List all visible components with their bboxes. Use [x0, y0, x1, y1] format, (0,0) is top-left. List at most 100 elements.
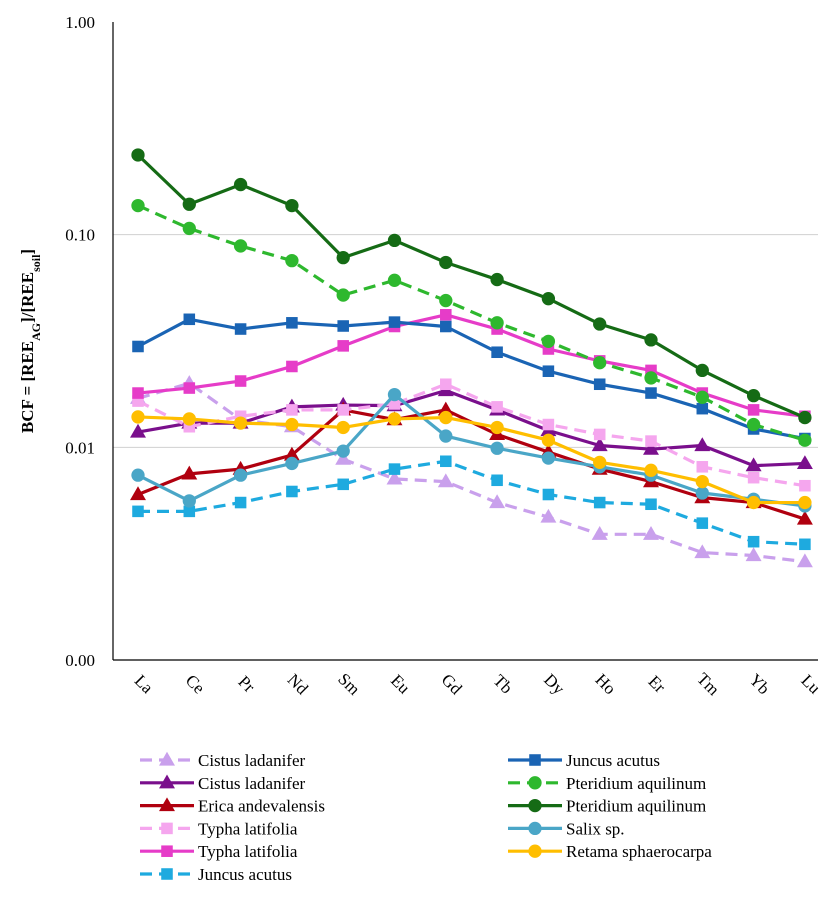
data-point-square [696, 461, 709, 473]
data-point-square [183, 420, 196, 433]
data-point-circle [593, 317, 607, 331]
data-point-square [542, 488, 555, 501]
y-tick-labels: 1.00 0.10 0.01 0.00 [65, 13, 95, 670]
data-point-square [747, 404, 760, 416]
data-point-square [491, 401, 503, 413]
data-point-triangle [796, 510, 813, 525]
data-point-circle [285, 417, 299, 432]
legend-label: Erica andevalensis [198, 797, 325, 816]
series-line [137, 382, 806, 488]
legend-item: Juncus acutus [508, 751, 660, 770]
data-point-circle [336, 444, 350, 458]
data-point-square [440, 320, 452, 333]
data-point-square [337, 320, 349, 332]
data-point-circle [387, 387, 402, 402]
data-point-circle [746, 495, 761, 510]
x-tick-label: Sm [334, 669, 363, 698]
data-point-triangle [437, 401, 454, 416]
y-axis-label-sub-soil: soil [29, 254, 43, 272]
data-point-circle [798, 433, 812, 447]
data-point-circle [746, 417, 761, 432]
data-point-square [286, 317, 298, 329]
data-point-square [593, 428, 606, 441]
data-point-triangle [181, 465, 198, 480]
data-point-circle [798, 410, 812, 425]
data-point-circle [285, 198, 299, 213]
legend-swatch-marker-circle [528, 844, 542, 858]
data-point-circle [285, 456, 299, 471]
data-point-square [491, 346, 503, 359]
data-point-circle [285, 253, 299, 268]
data-point-circle [695, 390, 709, 404]
series-3 [132, 378, 811, 492]
data-point-square [542, 418, 555, 431]
legend-swatch-marker-circle [528, 776, 542, 790]
legend-label: Cistus ladanifer [198, 774, 306, 793]
data-point-circle [695, 474, 709, 489]
data-point-triangle [130, 423, 146, 438]
data-point-square [645, 364, 657, 377]
legend-item: Pteridium aquilinum [508, 774, 706, 793]
data-point-circle [644, 333, 658, 347]
data-point-circle [131, 468, 145, 482]
legend-label: Pteridium aquilinum [566, 774, 706, 793]
data-point-circle [336, 288, 350, 302]
data-point-circle [541, 451, 556, 465]
data-point-square [337, 404, 349, 416]
legend-label: Juncus acutus [198, 865, 292, 884]
data-point-square [440, 455, 452, 468]
legend-label: Typha latifolia [198, 842, 298, 861]
data-point-triangle [796, 553, 813, 568]
x-tick-label: Er [644, 672, 669, 697]
x-tick-label: Lu [797, 671, 820, 698]
series-8 [131, 148, 812, 425]
data-point-square [337, 340, 349, 352]
legend-swatch-marker-circle [528, 798, 542, 813]
x-tick-label: Pr [234, 672, 258, 696]
data-point-square [799, 479, 811, 492]
data-point-square [132, 340, 144, 353]
legend-swatch-marker-square [161, 845, 173, 857]
series-4 [132, 309, 811, 423]
y-axis-label-prefix: BCF = [REE [18, 341, 37, 433]
data-point-circle [439, 410, 453, 425]
x-tick-label: Gd [438, 670, 466, 698]
data-point-square [542, 343, 555, 355]
data-point-square [286, 485, 298, 498]
data-point-circle [336, 250, 350, 265]
legend-item: Cistus ladanifer [140, 751, 306, 770]
data-point-circle [490, 441, 504, 455]
data-point-triangle [745, 547, 762, 562]
data-point-square [234, 496, 247, 509]
legend-label: Retama sphaerocarpa [566, 842, 712, 861]
data-point-square [234, 375, 247, 387]
data-point-triangle [489, 494, 506, 509]
series-line [137, 388, 805, 468]
y-tick-label: 1.00 [65, 13, 95, 32]
data-point-circle [387, 273, 402, 287]
series-line [137, 313, 806, 418]
data-point-circle [387, 412, 402, 426]
data-point-square [645, 498, 657, 511]
gridlines [113, 234, 818, 448]
legend-swatch-marker-triangle [159, 751, 175, 766]
legend-item: Retama sphaerocarpa [508, 842, 712, 861]
legend-label: Pteridium aquilinum [566, 797, 706, 816]
series-2 [130, 401, 813, 525]
x-tick-label: La [131, 671, 157, 697]
data-point-square [132, 395, 144, 407]
y-axis-label-suffix: ] [18, 249, 37, 255]
data-point-triangle [694, 437, 711, 452]
data-point-square [593, 378, 606, 391]
data-point-triangle [591, 526, 608, 540]
legend-label: Salix sp. [566, 819, 625, 838]
series-line [137, 415, 805, 505]
data-point-circle [233, 416, 248, 430]
data-point-circle [182, 412, 196, 426]
series-line [136, 153, 806, 420]
data-point-circle [695, 363, 709, 378]
data-point-triangle [130, 486, 146, 501]
legend-item: Erica andevalensis [140, 797, 325, 816]
data-point-circle [131, 198, 145, 213]
